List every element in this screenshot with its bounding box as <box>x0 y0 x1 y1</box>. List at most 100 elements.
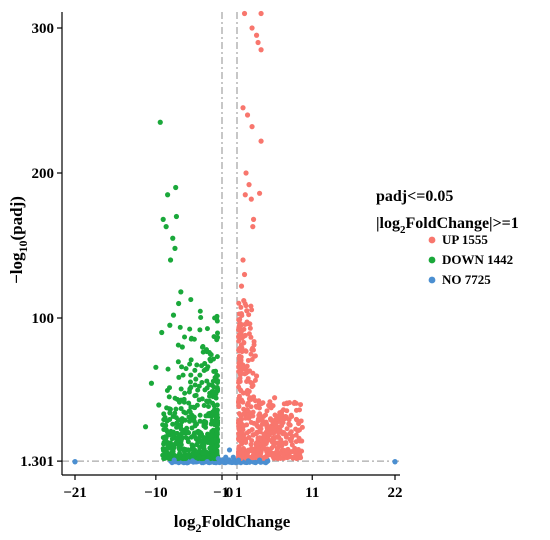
point-up-13 <box>250 216 257 222</box>
point-up-cloud <box>289 433 295 439</box>
point-up-cloud <box>253 403 259 409</box>
point-down-cloud <box>182 390 188 396</box>
point-down-cloud <box>175 359 181 365</box>
point-up-24 <box>272 395 278 401</box>
point-down-17 <box>142 424 149 430</box>
point-up-cloud <box>279 423 285 429</box>
point-no-6 <box>204 458 210 465</box>
point-up-0 <box>241 10 248 17</box>
point-down-cloud <box>210 410 216 416</box>
point-down-cloud <box>213 395 219 401</box>
point-up-cloud <box>257 401 263 407</box>
point-up-cloud <box>298 455 304 461</box>
legend: padj<=0.05 |log2FoldChange|>=1 UP 1555 DO… <box>376 188 519 287</box>
point-up-cloud <box>241 411 247 417</box>
x-tick-label: 0 <box>226 485 234 501</box>
point-up-19 <box>238 283 245 289</box>
point-no-5 <box>190 458 196 464</box>
point-up-cloud <box>238 322 244 328</box>
point-up-cloud <box>243 415 249 421</box>
point-up-cloud <box>262 438 268 444</box>
point-up-6 <box>240 105 246 111</box>
legend-swatch-up <box>428 236 436 244</box>
point-up-cloud <box>263 412 269 418</box>
point-up-cloud <box>237 449 243 455</box>
point-down-cloud <box>167 410 173 416</box>
point-up-cloud <box>258 414 264 420</box>
point-up-cloud <box>292 399 298 405</box>
point-up-cloud <box>242 321 248 327</box>
point-up-cloud <box>245 357 251 363</box>
point-down-cloud <box>161 426 167 432</box>
point-down-cloud <box>171 445 177 451</box>
point-up-cloud <box>255 446 261 452</box>
point-up-cloud <box>249 307 255 313</box>
point-up-cloud <box>283 414 289 420</box>
point-down-cloud <box>203 424 209 430</box>
point-down-cloud <box>192 367 198 373</box>
point-up-18 <box>241 271 248 278</box>
point-down-cloud <box>189 445 195 451</box>
point-up-cloud <box>281 401 287 407</box>
point-up-23 <box>242 332 248 338</box>
point-up-cloud <box>252 377 258 383</box>
point-no-11 <box>235 457 242 463</box>
point-up-cloud <box>236 403 242 409</box>
point-down-cloud <box>197 308 203 314</box>
point-down-cloud <box>187 326 193 332</box>
point-down-cloud <box>215 387 221 393</box>
point-up-cloud <box>255 418 261 424</box>
x-tick-label: 11 <box>305 485 319 501</box>
point-down-cloud <box>187 379 193 385</box>
point-down-16 <box>148 380 155 386</box>
point-down-cloud <box>185 429 191 435</box>
point-down-cloud <box>169 449 175 455</box>
point-up-cloud <box>236 411 242 417</box>
point-up-cloud <box>288 438 294 444</box>
point-up-17 <box>240 257 246 263</box>
point-down-3 <box>173 213 180 220</box>
point-up-cloud <box>287 400 293 406</box>
point-up-cloud <box>236 347 242 353</box>
point-no-8 <box>223 454 229 460</box>
point-up-2 <box>249 25 255 31</box>
point-no-4 <box>171 457 177 463</box>
point-down-6 <box>170 235 176 241</box>
point-down-cloud <box>197 327 203 333</box>
point-down-cloud <box>215 330 221 336</box>
point-up-cloud <box>284 449 290 455</box>
point-down-cloud <box>184 425 190 431</box>
point-down-cloud <box>196 397 202 403</box>
point-down-5 <box>163 224 169 230</box>
point-down-1 <box>165 192 171 198</box>
point-up-cloud <box>244 430 250 436</box>
point-up-15 <box>242 192 248 198</box>
point-down-cloud <box>160 422 166 428</box>
point-down-cloud <box>204 378 210 384</box>
point-up-22 <box>247 321 253 327</box>
legend-label-up: UP 1555 <box>442 232 488 247</box>
point-down-cloud <box>196 454 202 460</box>
point-up-cloud <box>294 456 300 462</box>
point-down-4 <box>160 216 166 222</box>
point-up-cloud <box>293 450 299 456</box>
point-up-cloud <box>272 421 278 427</box>
point-down-cloud <box>199 363 205 369</box>
point-up-cloud <box>240 365 246 371</box>
y-tick-label: 100 <box>32 311 55 327</box>
point-up-12 <box>256 190 263 196</box>
point-up-cloud <box>293 426 299 432</box>
point-down-cloud <box>188 336 194 342</box>
point-up-10 <box>243 170 249 176</box>
point-down-cloud <box>205 413 211 419</box>
point-up-cloud <box>238 304 244 310</box>
x-tick-label: 22 <box>388 485 403 501</box>
point-down-15 <box>153 364 159 370</box>
legend-title-padj: padj<=0.05 <box>376 188 453 205</box>
point-down-cloud <box>194 402 200 408</box>
point-up-cloud <box>251 448 257 454</box>
point-up-5 <box>255 39 261 46</box>
point-down-cloud <box>183 366 189 372</box>
point-down-cloud <box>186 400 192 406</box>
point-up-cloud <box>261 434 267 440</box>
